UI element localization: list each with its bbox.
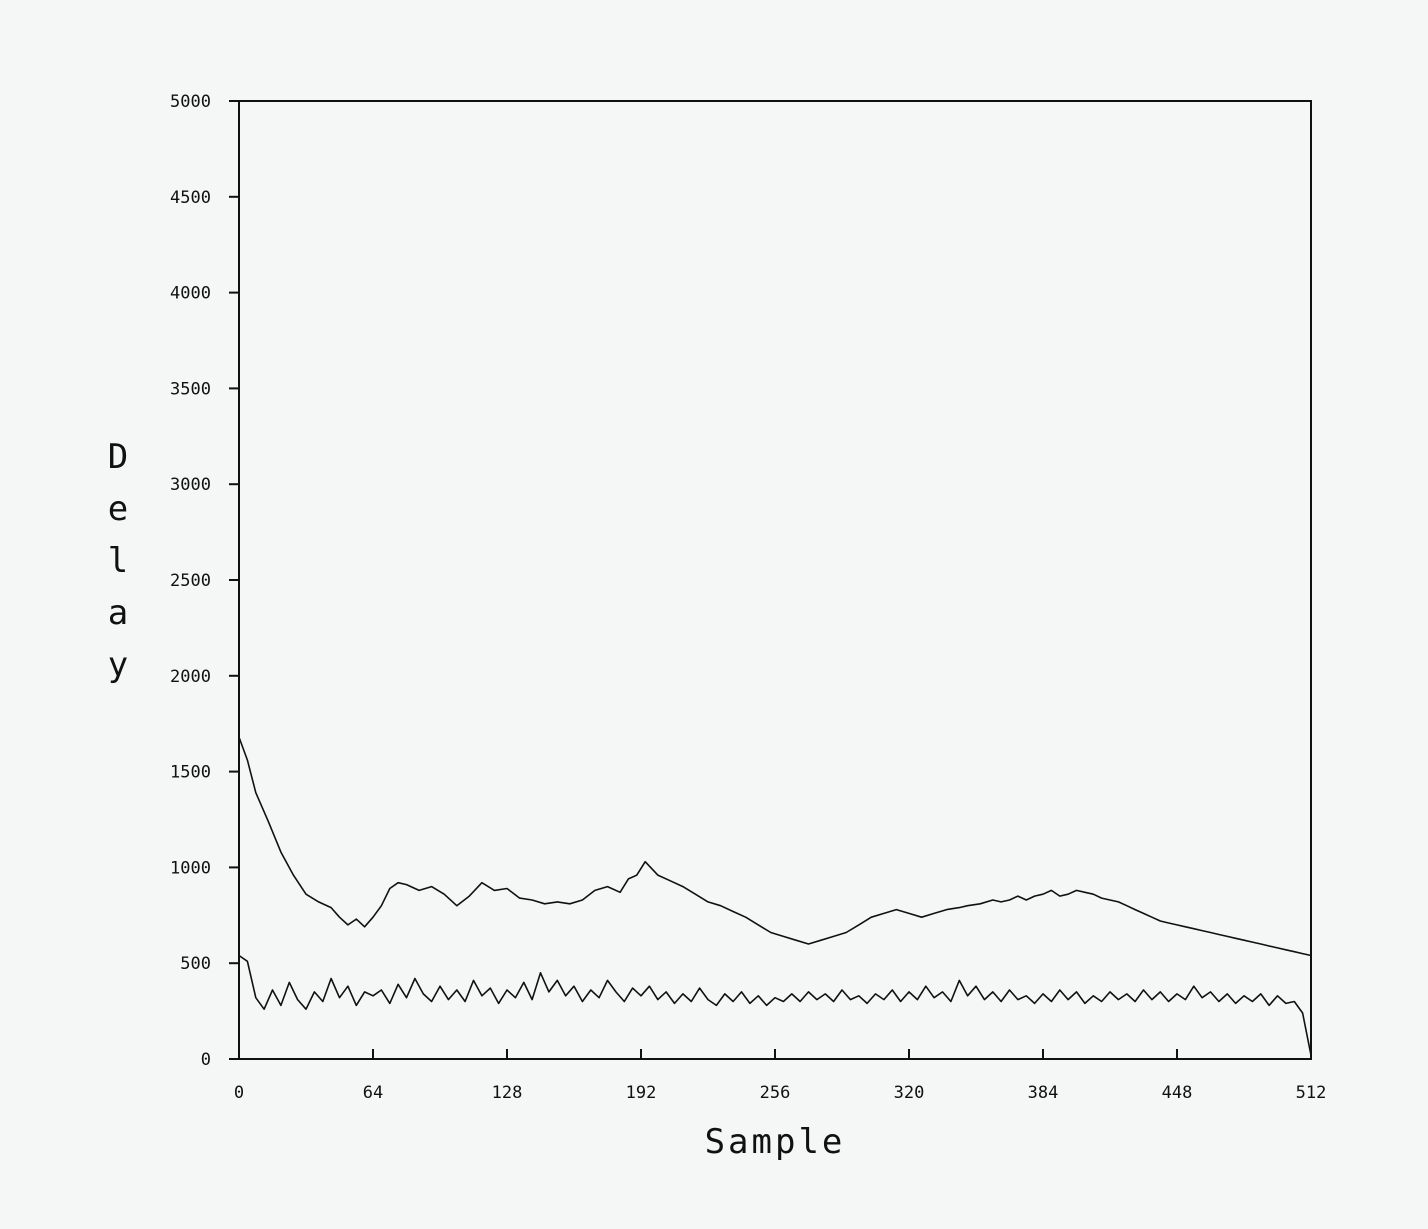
series-layer	[238, 736, 1312, 1056]
x-tick-label: 0	[234, 1083, 244, 1103]
y-axis-title-letter: y	[108, 645, 128, 685]
x-tick-label: 320	[894, 1083, 925, 1103]
y-tick-label: 2000	[170, 667, 211, 687]
y-tick-label: 4000	[170, 284, 211, 304]
series-line-1	[238, 736, 1312, 957]
y-tick-label: 4500	[170, 188, 211, 208]
x-tick-label: 256	[760, 1083, 791, 1103]
y-axis-title-letter: l	[108, 541, 128, 581]
y-tick-label: 2500	[170, 571, 211, 591]
x-tick-label: 384	[1028, 1083, 1059, 1103]
y-tick-label: 0	[201, 1050, 211, 1070]
x-tick-label: 512	[1296, 1083, 1327, 1103]
y-axis-title-letter: e	[108, 489, 128, 529]
plot-frame	[238, 100, 1312, 1060]
x-axis-title: Sample	[705, 1122, 846, 1162]
x-tick-label: 128	[492, 1083, 523, 1103]
y-axis-title-letter: D	[108, 437, 128, 477]
y-tick-label: 3500	[170, 379, 211, 399]
x-axis: 0 64 128 192 256 320 384 448 512	[234, 1049, 1326, 1103]
y-axis-title-letter: a	[108, 593, 128, 633]
y-tick-label: 1000	[170, 858, 211, 878]
y-tick-label: 5000	[170, 92, 211, 112]
y-tick-label: 3000	[170, 475, 211, 495]
y-axis: 0 500 1000 1500 2000 2500 3000 3500 4000 4500 5000	[170, 92, 239, 1070]
x-tick-label: 192	[626, 1083, 657, 1103]
y-tick-label: 1500	[170, 763, 211, 783]
series-line-2	[238, 954, 1312, 1056]
x-tick-label: 64	[363, 1083, 383, 1103]
x-tick-label: 448	[1162, 1083, 1193, 1103]
y-tick-label: 500	[180, 954, 211, 974]
